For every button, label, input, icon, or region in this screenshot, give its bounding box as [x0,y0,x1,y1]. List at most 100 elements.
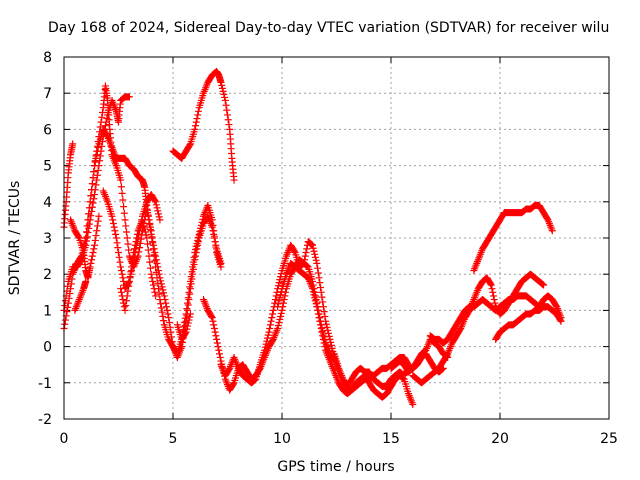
data-point [122,228,130,236]
series-track-d [82,125,225,361]
data-point [209,317,217,325]
y-tick-label: 1 [43,303,52,319]
data-point [145,216,153,224]
data-point [443,353,451,361]
data-point [189,270,197,278]
x-tick-label: 15 [382,431,400,447]
data-point [153,204,161,212]
data-point [315,274,323,282]
data-series [60,67,565,409]
data-point [278,306,286,314]
data-point [210,325,218,332]
data-point [150,245,158,253]
data-point [83,237,91,245]
data-point [323,323,331,331]
data-point [117,183,125,191]
data-point [312,300,320,308]
data-point [267,317,275,325]
data-point [129,259,137,267]
data-point [194,238,202,246]
data-point [274,303,282,311]
data-point [61,297,69,305]
data-point [125,277,133,285]
data-point [160,289,168,297]
data-point [86,198,94,206]
data-point [157,300,165,308]
data-point [277,288,285,296]
data-point [112,230,120,238]
data-point [128,258,136,266]
data-point [123,292,131,300]
data-point [326,335,334,343]
data-point [265,328,273,336]
data-point [94,166,102,174]
data-point [224,116,232,124]
x-tick-label: 10 [273,431,291,447]
data-point [140,222,148,230]
data-point [303,262,311,270]
data-point [318,328,326,336]
data-point [318,293,326,301]
data-point [154,263,162,271]
series-track-a [60,140,77,231]
series-track-s [387,335,452,376]
axis-ticks: 0 5 10 15 20 25 -2 -1 0 1 2 3 4 5 6 7 8 [38,50,618,447]
data-point [181,329,189,337]
data-point [290,247,298,255]
y-axis-title: SDTVAR / TECUs [7,181,23,296]
y-tick-label: 4 [43,195,52,211]
data-point [83,233,91,241]
data-point [186,141,194,149]
data-point [321,343,329,351]
data-point [178,343,186,351]
series-track-r [492,303,565,343]
data-point [320,308,328,316]
y-tick-label: 5 [43,159,52,175]
data-point [182,328,190,336]
data-point [94,144,102,151]
data-point [124,287,132,295]
data-point [83,228,91,236]
data-point [111,227,119,235]
data-point [93,176,101,184]
data-point [151,288,159,296]
data-point [184,299,192,307]
data-point [117,176,125,184]
data-point [84,229,92,237]
data-point [221,96,229,104]
series-track-n [330,350,447,390]
data-point [117,288,125,296]
data-point [309,244,317,252]
data-point [218,84,226,92]
data-point [160,317,168,325]
data-point [131,241,139,249]
data-point [157,304,165,312]
data-point [184,306,192,314]
data-point [209,227,217,235]
x-tick-label: 5 [169,431,178,447]
data-point [128,263,136,271]
data-point [269,306,277,314]
data-point [149,238,157,246]
data-point [130,245,138,253]
data-point [269,337,277,345]
data-point [321,336,329,344]
data-point [224,111,231,119]
data-point [307,240,315,248]
data-point [212,241,220,249]
data-point [487,281,495,289]
data-point [552,302,560,310]
data-point [301,256,309,264]
data-point [317,283,325,291]
data-point [152,198,160,206]
data-point [146,258,154,266]
data-point [314,310,322,318]
data-point [141,228,149,236]
y-tick-label: 6 [43,122,52,138]
data-point [219,87,227,95]
data-point [273,288,281,296]
data-point [61,302,69,310]
y-tick-label: 0 [43,340,52,356]
y-tick-label: 8 [43,50,52,66]
